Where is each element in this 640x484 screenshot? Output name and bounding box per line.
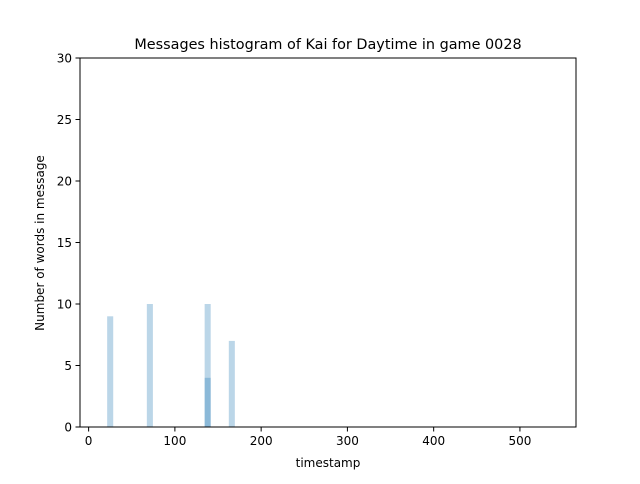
x-tick-label-2: 200 (250, 434, 273, 448)
x-axis-label: timestamp (296, 456, 361, 470)
x-tick-label-5: 500 (508, 434, 531, 448)
y-tick-label-6: 30 (57, 52, 72, 66)
y-tick-label-1: 5 (64, 359, 72, 373)
x-tick-label-3: 300 (336, 434, 359, 448)
x-tick-label-0: 0 (85, 434, 93, 448)
bars-layer (107, 304, 235, 427)
histogram-bar-0 (107, 316, 114, 427)
chart-title: Messages histogram of Kai for Daytime in… (134, 37, 521, 53)
y-tick-label-3: 15 (57, 236, 72, 250)
x-tick-label-1: 100 (163, 434, 186, 448)
histogram-bar-1 (146, 304, 153, 427)
histogram-bar-2 (204, 304, 211, 427)
y-tick-label-5: 25 (57, 113, 72, 127)
axes-layer: 0 100 200 300 400 500 0 5 10 15 20 25 30 (57, 52, 532, 449)
histogram-bar-4 (228, 340, 235, 427)
plot-frame (79, 57, 577, 428)
x-tick-label-4: 400 (422, 434, 445, 448)
y-tick-label-0: 0 (64, 421, 72, 435)
y-tick-label-4: 20 (57, 175, 72, 189)
y-axis-label: Number of words in message (33, 155, 47, 331)
y-tick-label-2: 10 (57, 298, 72, 312)
histogram-bar-3 (204, 377, 211, 427)
